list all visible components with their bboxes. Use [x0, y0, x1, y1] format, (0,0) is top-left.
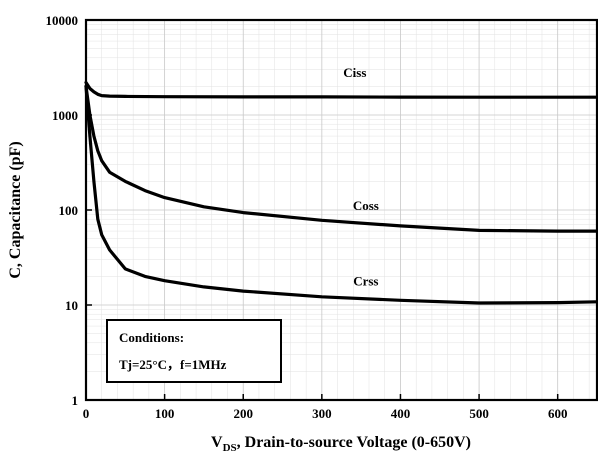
series-label-coss: Coss: [353, 198, 379, 213]
x-tick-label: 200: [233, 406, 253, 421]
x-axis-title-main: V: [211, 434, 223, 451]
x-tick-label: 300: [312, 406, 332, 421]
x-tick-label: 100: [155, 406, 175, 421]
tick-group: 0 100 200 300 400 500 600 1 10 100 1000 10000: [46, 13, 568, 421]
x-tick-label: 0: [83, 406, 90, 421]
series-line-crss: [84, 84, 598, 305]
x-tick-label: 400: [391, 406, 411, 421]
y-axis-title: C, Capacitance (pF): [7, 141, 24, 278]
conditions-detail: Tj=25°C，f=1MHz: [119, 357, 227, 372]
conditions-box-frame: [106, 319, 282, 383]
y-tick-label: 10000: [46, 13, 79, 28]
series-label-crss: Crss: [353, 274, 378, 289]
x-axis-title: VDS, Drain-to-source Voltage (0-650V): [211, 434, 471, 454]
x-axis-title-rest: , Drain-to-source Voltage (0-650V): [237, 434, 471, 451]
series-group: [84, 80, 598, 305]
x-axis-title-sub: DS: [223, 442, 237, 454]
conditions-title: Conditions:: [119, 330, 184, 345]
conditions-box: Conditions: Tj=25°C，f=1MHz: [106, 319, 282, 383]
x-tick-label: 500: [469, 406, 489, 421]
x-tick-label: 600: [548, 406, 568, 421]
series-label-group: Ciss Coss Crss: [343, 65, 379, 288]
y-tick-label: 100: [59, 203, 79, 218]
y-tick-label: 1000: [52, 108, 78, 123]
y-tick-label: 1: [72, 393, 79, 408]
series-line-coss: [84, 84, 598, 233]
series-line-ciss: [84, 80, 598, 99]
y-tick-label: 10: [65, 298, 78, 313]
series-label-ciss: Ciss: [343, 65, 366, 80]
